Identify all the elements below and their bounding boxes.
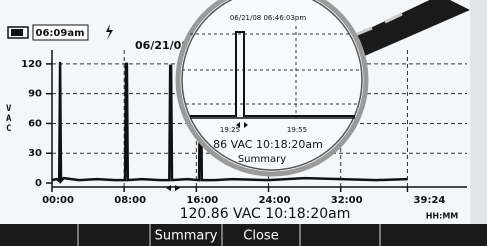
x-tick-label: 32:00 [331,195,363,206]
reading: 120.86 VAC 10:18:20am [180,206,351,222]
lens-button: Summary [238,154,286,165]
lens-title: 06/21/08 06:46:03pm [230,14,307,22]
x-tick-label: 16:00 [186,195,218,206]
bezel [470,0,487,224]
y-tick-label: 0 [35,178,42,189]
x-tick-label: 08:00 [114,195,146,206]
lens-reading: 86 VAC 10:18:20am [213,138,323,151]
x-tick-label: 00:00 [42,195,74,206]
x-tick-label: 39:24 [414,195,446,206]
battery-level [11,29,23,36]
lens-tick: 19:55 [287,126,307,134]
device-screen: 06:09am 06/21/08 030609012000:0008:0016:… [0,0,487,246]
y-tick-label: 30 [28,148,42,159]
unit: HH:MM [426,212,459,221]
y-tick-label: 90 [28,89,42,100]
x-tick-label: 24:00 [259,195,291,206]
y-tick-label: 120 [21,59,42,70]
y-axis-label: VAC [6,104,14,134]
clock: 06:09am [36,28,85,39]
button-close[interactable]: Close [243,229,278,244]
chart: 06:09am 06/21/08 030609012000:0008:0016:… [0,0,487,246]
lens-tick: 19:25 [220,126,240,134]
y-tick-label: 60 [28,118,42,129]
button-summary[interactable]: Summary [155,229,218,244]
